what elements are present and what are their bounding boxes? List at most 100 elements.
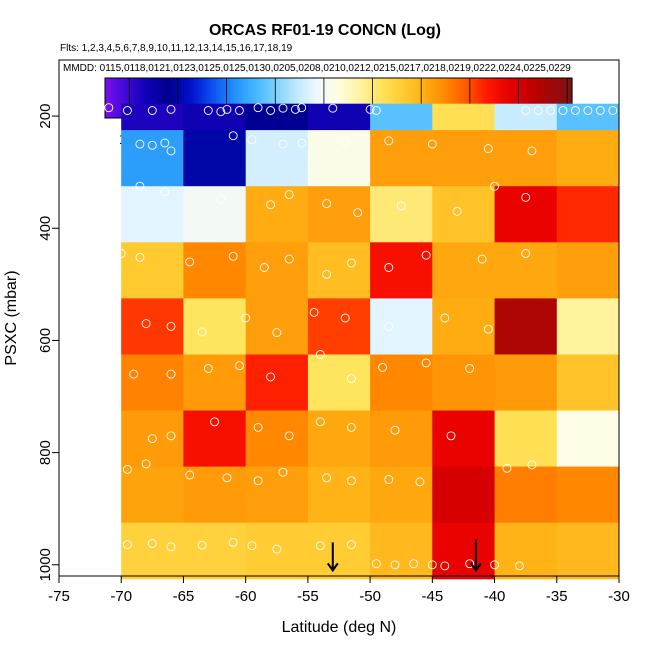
colorbar-swatch	[469, 78, 474, 118]
colorbar-swatch	[192, 78, 197, 118]
colorbar-swatch	[510, 78, 515, 118]
heatmap-cell	[307, 130, 371, 187]
x-tick-label: -30	[608, 588, 630, 605]
observation-point	[104, 421, 114, 431]
colorbar-swatch	[201, 78, 205, 118]
heatmap-cell	[121, 410, 184, 468]
observation-point	[166, 321, 176, 331]
colorbar-swatch	[332, 78, 337, 118]
heatmap-cell	[245, 466, 309, 524]
colorbar-swatch	[323, 78, 328, 118]
colorbar-swatch	[125, 78, 129, 118]
observation-point	[477, 254, 487, 264]
colorbar-swatch	[210, 78, 214, 118]
colorbar-swatch	[519, 78, 523, 118]
x-tick-label: -40	[484, 588, 506, 605]
heatmap-cell	[432, 410, 495, 468]
observation-point	[427, 560, 437, 570]
colorbar-swatch	[373, 78, 378, 118]
heatmap-cell	[370, 130, 433, 187]
colorbar-swatch	[513, 78, 518, 118]
heatmap-cell	[556, 354, 620, 412]
colorbar-swatch	[376, 78, 380, 118]
colorbar-swatch	[151, 78, 156, 118]
observation-point	[73, 414, 83, 424]
colorbar-swatch	[253, 78, 258, 118]
observation-point	[135, 139, 145, 149]
colorbar-swatch	[452, 78, 456, 118]
colorbar-swatch	[140, 78, 144, 118]
observation-point	[315, 541, 325, 551]
colorbar-swatch	[189, 78, 194, 118]
observation-point	[73, 306, 83, 316]
observation-point	[595, 106, 605, 115]
colorbar-swatch	[396, 78, 401, 118]
observation-point	[490, 560, 500, 570]
heatmap-cell	[432, 242, 495, 299]
observation-point	[346, 422, 356, 432]
colorbar-swatch	[212, 78, 217, 118]
heatmap-cell	[245, 242, 309, 299]
colorbar-swatch	[163, 78, 167, 118]
heatmap-cell	[183, 242, 247, 299]
heatmap-cell	[432, 466, 495, 524]
observation-point	[91, 134, 101, 143]
colorbar-swatch	[440, 78, 445, 118]
observation-point	[384, 475, 394, 484]
observation-point	[272, 544, 282, 554]
observation-point	[365, 104, 375, 114]
colorbar-swatch	[493, 78, 497, 118]
colorbar-swatch	[250, 78, 255, 118]
observation-point	[390, 560, 400, 570]
observation-point	[608, 106, 618, 115]
heatmap-cells	[121, 103, 620, 580]
colorbar-swatch	[294, 78, 299, 118]
heatmap-cell	[556, 130, 620, 187]
colorbar-swatch	[461, 78, 465, 118]
observation-point	[315, 417, 325, 427]
heatmap-cell	[556, 522, 620, 580]
heatmap-cell	[556, 186, 620, 243]
chart-title: ORCAS RF01-19 CONCN (Log)	[209, 22, 441, 39]
x-tick-label: -60	[235, 588, 257, 605]
colorbar-swatch	[458, 78, 462, 118]
observation-point	[465, 364, 475, 373]
observation-point	[216, 194, 226, 204]
heatmap-cell	[494, 242, 558, 299]
observation-point	[222, 104, 232, 114]
colorbar-swatch	[437, 78, 442, 118]
observation-point	[440, 561, 450, 571]
observation-point	[390, 425, 400, 435]
observation-point	[122, 540, 132, 550]
colorbar-swatch	[300, 78, 305, 118]
colorbar-swatch	[499, 78, 503, 118]
colorbar-swatch	[382, 78, 386, 118]
colorbar-swatch	[548, 78, 553, 118]
arrow-head	[470, 562, 482, 573]
observation-point	[253, 476, 263, 486]
observation-point	[309, 307, 319, 317]
observation-point	[384, 263, 394, 272]
colorbar-swatch	[554, 78, 559, 118]
heatmap-cell	[245, 522, 309, 580]
colorbar-swatch	[309, 78, 313, 118]
colorbar-swatch	[239, 78, 243, 118]
x-axis-label: Latitude (deg N)	[282, 619, 397, 636]
colorbar-swatch	[198, 78, 202, 118]
heatmap-cell	[245, 354, 309, 412]
colorbar-swatch	[218, 78, 223, 118]
observation-point	[160, 187, 170, 197]
heatmap-cell	[183, 522, 247, 580]
colorbar-swatch	[157, 78, 162, 118]
observation-point	[278, 103, 288, 113]
colorbar-swatch	[172, 78, 176, 118]
observation-point	[521, 192, 531, 202]
heatmap-cell	[494, 186, 558, 243]
heatmap-cell	[494, 410, 558, 468]
observation-point	[104, 103, 114, 113]
x-tick-label: -45	[421, 588, 443, 605]
observation-point	[85, 184, 95, 194]
y-tick-label: 400	[37, 216, 54, 241]
observation-point	[166, 146, 176, 156]
